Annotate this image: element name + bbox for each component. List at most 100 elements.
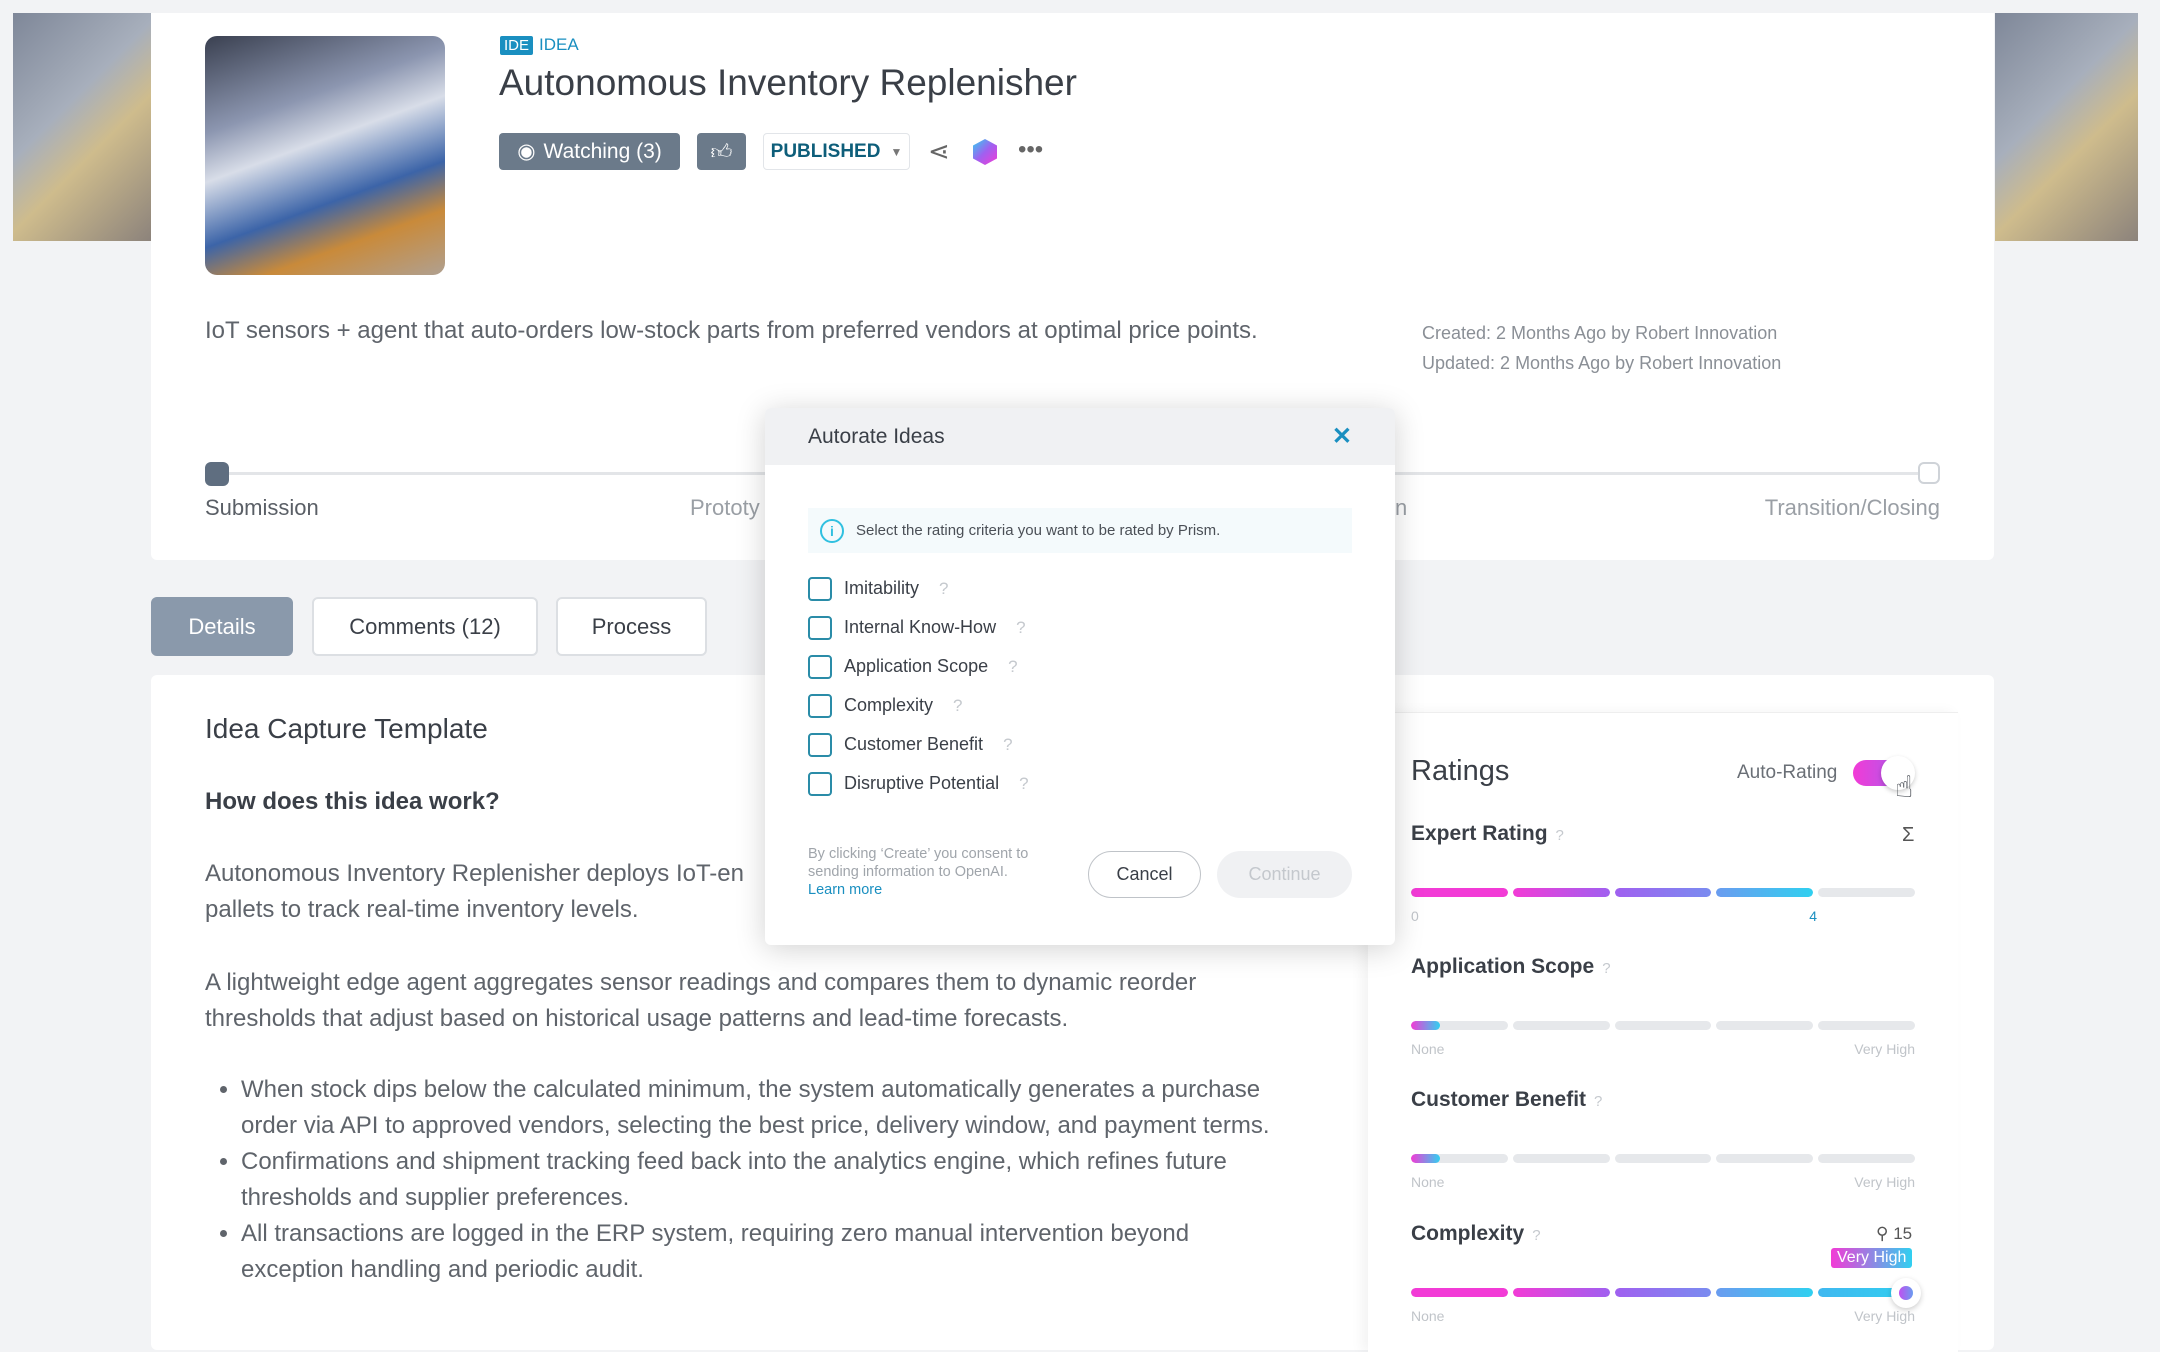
rating-label: Customer Benefit? xyxy=(1411,1088,1603,1111)
share-icon[interactable]: ⋖ xyxy=(928,136,950,166)
idea-description: IoT sensors + agent that auto-orders low… xyxy=(205,317,1258,344)
more-options-icon[interactable]: ••• xyxy=(1018,136,1044,163)
criteria-row[interactable]: Complexity? xyxy=(808,686,1352,725)
checkbox[interactable] xyxy=(808,693,832,718)
list-item: All transactions are logged in the ERP s… xyxy=(241,1216,1295,1288)
continue-button[interactable]: Continue xyxy=(1217,851,1352,898)
rating-segment xyxy=(1614,1288,1712,1297)
help-icon[interactable]: ? xyxy=(1016,617,1026,637)
criteria-row[interactable]: Disruptive Potential? xyxy=(808,764,1352,803)
help-icon[interactable]: ? xyxy=(1019,773,1029,793)
paragraph-2: A lightweight edge agent aggregates sens… xyxy=(205,969,1197,1032)
question-heading: How does this idea work? xyxy=(205,788,500,815)
thumbs-up-icon: 👍︎ xyxy=(710,140,733,164)
voters-count: ⚲ 15 xyxy=(1876,1224,1913,1243)
rating-min-label: None xyxy=(1411,1174,1445,1190)
criteria-row[interactable]: Imitability? xyxy=(808,569,1352,608)
status-select[interactable]: PUBLISHED ▼ xyxy=(763,133,910,170)
page-title: Autonomous Inventory Replenisher xyxy=(499,62,1077,103)
help-icon[interactable]: ? xyxy=(1594,1093,1603,1110)
paragraph-1: Autonomous Inventory Replenisher deploys… xyxy=(205,860,744,887)
rating-value-label: 4 xyxy=(1809,908,1817,924)
list-item: When stock dips below the calculated min… xyxy=(241,1072,1295,1144)
rating-segment xyxy=(1716,1021,1814,1030)
rating-segment xyxy=(1818,1288,1915,1297)
sum-icon[interactable]: Σ xyxy=(1902,824,1915,846)
rating-segment xyxy=(1512,1021,1610,1030)
rating-segment xyxy=(1716,1288,1814,1297)
template-title: Idea Capture Template xyxy=(205,713,488,744)
criteria-row[interactable]: Customer Benefit? xyxy=(808,725,1352,764)
auto-rating-label: Auto-Rating xyxy=(1737,762,1838,783)
tab-details[interactable]: Details xyxy=(151,597,293,656)
rating-min-label: None xyxy=(1411,1041,1445,1057)
rating-segment xyxy=(1818,1021,1915,1030)
rating-segment xyxy=(1818,1154,1915,1163)
bullet-list: When stock dips below the calculated min… xyxy=(205,1072,1295,1288)
help-icon[interactable]: ? xyxy=(1003,734,1013,754)
modal-title: Autorate Ideas xyxy=(808,424,945,448)
rating-segment xyxy=(1411,1021,1508,1030)
help-icon[interactable]: ? xyxy=(1602,960,1611,977)
banner-image-left xyxy=(13,13,151,241)
rating-badge: Very High xyxy=(1831,1248,1913,1268)
type-badge: IDE xyxy=(500,35,534,55)
idea-thumbnail xyxy=(205,36,445,275)
chevron-down-icon: ▼ xyxy=(890,144,903,159)
stage-node-current[interactable] xyxy=(205,462,229,486)
help-icon[interactable]: ? xyxy=(1555,827,1564,844)
rating-slider-handle[interactable] xyxy=(1891,1278,1921,1308)
autorate-modal: Autorate Ideas ✕ i Select the rating crit… xyxy=(765,408,1395,945)
rating-label: Expert Rating? xyxy=(1411,822,1564,845)
tab-comments[interactable]: Comments (12) xyxy=(312,597,538,656)
checkbox[interactable] xyxy=(808,615,832,640)
banner-image-right xyxy=(1995,13,2138,241)
rating-segment xyxy=(1512,888,1610,897)
rating-min-label: None xyxy=(1411,1308,1445,1324)
watching-button[interactable]: ◉ Watching (3) xyxy=(499,133,680,170)
type-label: IDEA xyxy=(539,35,579,54)
list-item: Confirmations and shipment tracking feed… xyxy=(241,1144,1295,1216)
stage-node-end[interactable] xyxy=(1918,462,1940,484)
rating-bar[interactable] xyxy=(1411,1288,1915,1297)
rating-max-label: Very High xyxy=(1854,1041,1915,1057)
like-button[interactable]: 👍︎ xyxy=(697,133,746,170)
checkbox[interactable] xyxy=(808,654,832,679)
rating-segment xyxy=(1512,1288,1610,1297)
learn-more-link[interactable]: Learn more xyxy=(808,882,883,898)
help-icon[interactable]: ? xyxy=(1532,1227,1541,1244)
cursor-hand-icon: ☝︎ xyxy=(1895,771,1914,804)
rating-label: Application Scope? xyxy=(1411,955,1611,978)
stage-partial[interactable]: n xyxy=(1395,495,1408,520)
rating-segment xyxy=(1818,888,1915,897)
help-icon[interactable]: ? xyxy=(939,578,949,598)
ratings-title: Ratings xyxy=(1411,755,1510,787)
rating-bar[interactable] xyxy=(1411,1021,1915,1030)
checkbox[interactable] xyxy=(808,576,832,601)
rating-bar[interactable] xyxy=(1411,1154,1915,1163)
rating-min-label: 0 xyxy=(1411,908,1419,924)
ratings-panel xyxy=(1368,712,1958,1352)
rating-segment xyxy=(1614,1154,1712,1163)
rating-segment xyxy=(1411,888,1508,897)
consent-text: By clicking ‘Create’ you consent to send… xyxy=(808,846,1029,880)
cancel-button[interactable]: Cancel xyxy=(1088,851,1201,898)
criteria-row[interactable]: Internal Know-How? xyxy=(808,608,1352,647)
help-icon[interactable]: ? xyxy=(953,695,963,715)
criteria-row[interactable]: Application Scope? xyxy=(808,647,1352,686)
checkbox[interactable] xyxy=(808,732,832,757)
stage-transition-closing[interactable]: Transition/Closing xyxy=(1764,495,1940,520)
rating-bar[interactable] xyxy=(1411,888,1915,897)
stage-prototype[interactable]: Prototy xyxy=(690,495,760,520)
rating-segment xyxy=(1411,1154,1508,1163)
created-info: Created: 2 Months Ago by Robert Innovati… xyxy=(1422,323,1778,343)
rating-label: Complexity? xyxy=(1411,1222,1541,1245)
auto-rating-toggle[interactable] xyxy=(1853,756,1915,790)
rating-segment xyxy=(1411,1288,1508,1297)
checkbox[interactable] xyxy=(808,771,832,796)
close-icon[interactable]: ✕ xyxy=(1331,423,1352,450)
tab-process[interactable]: Process xyxy=(556,597,707,656)
stage-submission[interactable]: Submission xyxy=(205,495,319,520)
info-box: i Select the rating criteria you want to… xyxy=(808,508,1352,553)
help-icon[interactable]: ? xyxy=(1008,656,1018,676)
